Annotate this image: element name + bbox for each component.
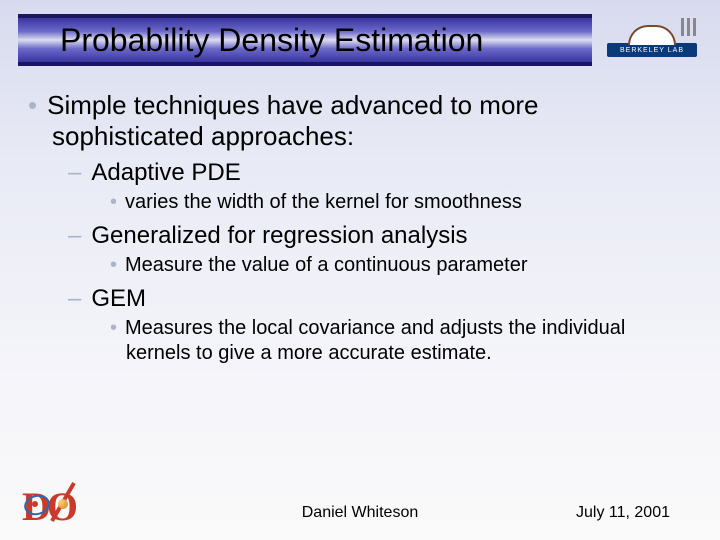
title-bar-gradient: Probability Density Estimation — [18, 18, 592, 62]
bullet-level3: Measures the local covariance and adjust… — [28, 316, 692, 366]
bullet-l2-text: GEM — [91, 285, 146, 312]
bullet-level3: Measure the value of a continuous parame… — [28, 253, 692, 278]
slide-body: Simple techniques have advanced to more … — [28, 90, 692, 476]
tower-icon — [681, 18, 696, 36]
berkeley-lab-logo: BERKELEY LAB — [602, 14, 702, 66]
bullet-level1: Simple techniques have advanced to more … — [28, 90, 692, 152]
title-bar: Probability Density Estimation — [18, 14, 592, 66]
bullet-level3: varies the width of the kernel for smoot… — [28, 190, 692, 215]
slide-footer: DO Daniel Whiteson July 11, 2001 — [0, 488, 720, 528]
bullet-l3-text: Measures the local covariance and adjust… — [125, 317, 625, 364]
bullet-level2: Generalized for regression analysis — [28, 221, 692, 251]
bullet-l3-text: varies the width of the kernel for smoot… — [125, 191, 522, 213]
footer-author: Daniel Whiteson — [302, 504, 419, 522]
bullet-l3-text: Measure the value of a continuous parame… — [125, 254, 527, 276]
footer-date: July 11, 2001 — [576, 504, 670, 522]
bullet-level2: GEM — [28, 284, 692, 314]
berkeley-lab-label: BERKELEY LAB — [607, 43, 697, 57]
dome-icon — [628, 25, 676, 45]
bullet-l1-text: Simple techniques have advanced to more … — [47, 90, 538, 151]
dot-icon — [32, 501, 38, 507]
bullet-l2-text: Adaptive PDE — [91, 159, 240, 186]
slide-title: Probability Density Estimation — [60, 22, 483, 59]
dzero-text: DO — [22, 483, 74, 530]
bullet-l2-text: Generalized for regression analysis — [91, 222, 467, 249]
dzero-logo: DO — [12, 484, 84, 528]
sun-icon — [58, 499, 68, 509]
bullet-level2: Adaptive PDE — [28, 158, 692, 188]
